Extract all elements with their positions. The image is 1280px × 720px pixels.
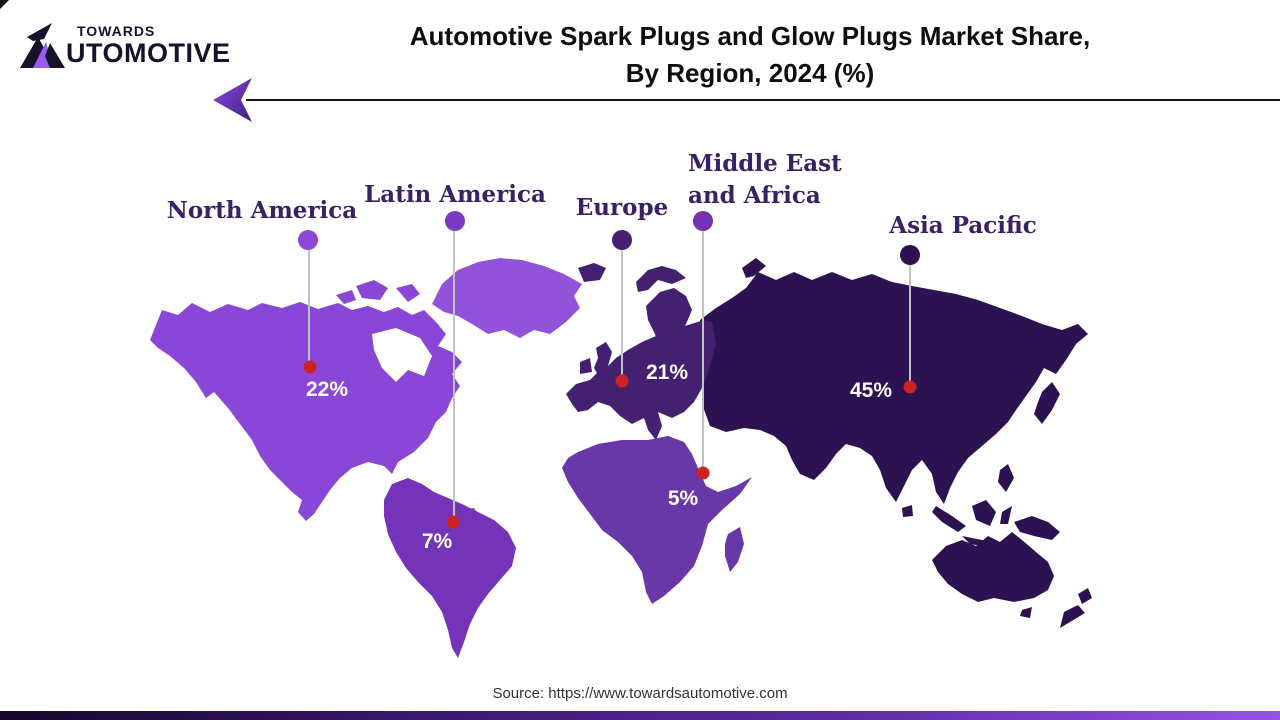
scandinavia bbox=[646, 288, 692, 352]
philippines bbox=[998, 464, 1014, 492]
great-britain bbox=[594, 342, 614, 382]
chart-title-line1: Automotive Spark Plugs and Glow Plugs Ma… bbox=[409, 21, 1091, 51]
marker-dot-latin-america bbox=[446, 515, 460, 529]
new-zealand-north bbox=[1078, 588, 1092, 604]
label-dot-latin-america bbox=[445, 211, 465, 231]
callout-label-asia-pacific: Asia Pacific bbox=[889, 212, 1037, 239]
sulawesi bbox=[1000, 506, 1012, 524]
south-america bbox=[384, 478, 516, 658]
new-guinea bbox=[1014, 516, 1060, 540]
source-text: Source: https://www.towardsautomotive.co… bbox=[492, 685, 788, 702]
africa-mainland bbox=[562, 436, 752, 604]
region-north-america bbox=[150, 258, 582, 521]
japan-islands bbox=[1034, 382, 1060, 424]
brand-name-bottom: UTOMOTIVE bbox=[66, 38, 231, 68]
arrow-left-icon bbox=[213, 78, 252, 122]
new-zealand-south bbox=[1060, 605, 1085, 628]
svalbard-island bbox=[742, 258, 766, 278]
marker-dot-europe bbox=[615, 374, 629, 388]
borneo bbox=[972, 500, 996, 526]
sri-lanka bbox=[902, 505, 913, 517]
arctic-island-3 bbox=[336, 290, 356, 304]
leader-lines bbox=[308, 231, 911, 522]
madagascar bbox=[725, 527, 744, 572]
value-label-north-america: 22% bbox=[305, 378, 349, 401]
australia bbox=[932, 532, 1054, 602]
label-dot-europe bbox=[612, 230, 632, 250]
region-asia-pacific bbox=[700, 258, 1092, 628]
value-label-middle-east-africa: 5% bbox=[667, 487, 699, 510]
arctic-island-1 bbox=[356, 280, 388, 300]
chart-title-line2: By Region, 2024 (%) bbox=[625, 58, 875, 88]
corner-mark bbox=[0, 0, 9, 9]
marker-dot-middle-east-africa bbox=[696, 466, 710, 480]
marker-dots bbox=[303, 360, 917, 529]
divider-line bbox=[246, 99, 1280, 101]
marker-dot-north-america bbox=[303, 360, 317, 374]
callout-label-middle-east-africa-line1: Middle East bbox=[688, 150, 842, 177]
label-dot-asia-pacific bbox=[900, 245, 920, 265]
brand-logo: TOWARDS UTOMOTIVE bbox=[20, 16, 250, 74]
brand-name-top: TOWARDS bbox=[77, 23, 156, 39]
north-america-mainland bbox=[150, 302, 462, 521]
asia-mainland bbox=[700, 272, 1088, 504]
novaya-zemlya bbox=[636, 266, 686, 292]
ireland bbox=[580, 358, 592, 374]
europe-mainland bbox=[566, 320, 716, 440]
label-dot-middle-east-africa bbox=[693, 211, 713, 231]
arctic-island-2 bbox=[396, 284, 420, 302]
label-dots bbox=[298, 211, 920, 265]
callout-label-latin-america: Latin America bbox=[364, 181, 546, 208]
iceland bbox=[578, 263, 606, 282]
region-europe bbox=[566, 263, 716, 440]
value-label-europe: 21% bbox=[645, 361, 689, 384]
region-latin-america bbox=[384, 478, 516, 658]
callout-label-middle-east-africa: Middle East and Africa bbox=[688, 148, 842, 212]
callout-label-europe: Europe bbox=[575, 194, 669, 221]
marker-dot-asia-pacific bbox=[903, 380, 917, 394]
label-dot-north-america bbox=[298, 230, 318, 250]
greenland bbox=[432, 258, 582, 338]
brand-logo-icon bbox=[20, 23, 65, 68]
value-label-latin-america: 7% bbox=[421, 530, 453, 553]
callout-label-north-america: North America bbox=[166, 197, 358, 224]
value-label-asia-pacific: 45% bbox=[849, 379, 893, 402]
bottom-gradient-bar bbox=[0, 711, 1280, 720]
tasmania bbox=[1020, 607, 1032, 618]
callout-label-middle-east-africa-line2: and Africa bbox=[688, 182, 821, 209]
region-middle-east-africa bbox=[562, 436, 752, 604]
sumatra bbox=[932, 506, 966, 532]
chart-title: Automotive Spark Plugs and Glow Plugs Ma… bbox=[330, 18, 1170, 92]
